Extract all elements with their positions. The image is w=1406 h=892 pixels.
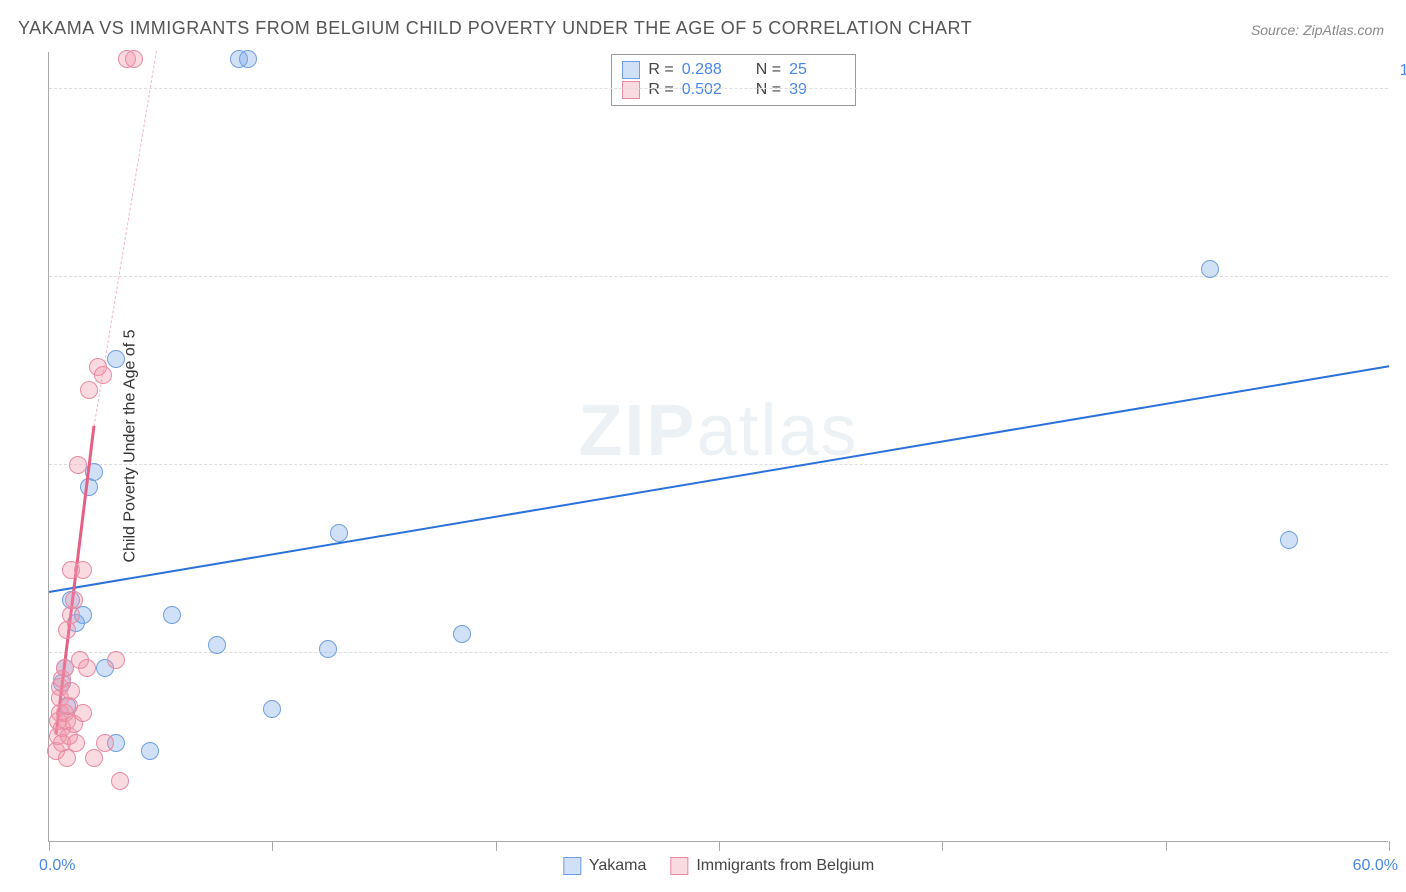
data-point — [239, 50, 257, 68]
data-point — [94, 366, 112, 384]
trend-line — [49, 365, 1389, 593]
x-axis-min-label: 0.0% — [39, 857, 75, 875]
source-attribution: Source: ZipAtlas.com — [1251, 22, 1384, 38]
gridline — [49, 88, 1388, 89]
x-tick — [719, 841, 720, 851]
legend-row: R = 0.502 N = 39 — [622, 81, 845, 99]
data-point — [62, 682, 80, 700]
legend-swatch — [622, 61, 640, 79]
source-prefix: Source: — [1251, 22, 1303, 38]
data-point — [125, 50, 143, 68]
x-tick — [942, 841, 943, 851]
source-name: ZipAtlas.com — [1303, 22, 1384, 38]
data-point — [1201, 260, 1219, 278]
y-tick-label: 100.0% — [1400, 62, 1406, 80]
series-name: Immigrants from Belgium — [696, 857, 874, 875]
n-value: 39 — [789, 81, 845, 99]
x-tick — [49, 841, 50, 851]
gridline — [49, 276, 1388, 277]
data-point — [74, 561, 92, 579]
gridline — [49, 464, 1388, 465]
data-point — [319, 640, 337, 658]
data-point — [111, 772, 129, 790]
data-point — [107, 651, 125, 669]
plot-area: ZIPatlas R =0.288N =25R =0.502N =39 Yaka… — [48, 52, 1388, 842]
gridline — [49, 652, 1388, 653]
data-point — [65, 591, 83, 609]
legend-swatch — [622, 81, 640, 99]
data-point — [67, 734, 85, 752]
n-label: N = — [756, 81, 781, 99]
data-point — [69, 456, 87, 474]
legend-swatch — [670, 857, 688, 875]
legend-item: Immigrants from Belgium — [670, 857, 874, 875]
data-point — [163, 606, 181, 624]
data-point — [74, 704, 92, 722]
legend-swatch — [563, 857, 581, 875]
r-label: R = — [648, 81, 673, 99]
x-tick — [1389, 841, 1390, 851]
watermark-bold: ZIP — [578, 391, 696, 471]
chart-title: YAKAMA VS IMMIGRANTS FROM BELGIUM CHILD … — [18, 18, 972, 39]
correlation-legend: R = 0.288 N = 25 R = 0.502 N = 39 — [611, 54, 856, 106]
data-point — [263, 700, 281, 718]
legend-row: R = 0.288 N = 25 — [622, 61, 845, 79]
data-point — [330, 524, 348, 542]
r-value: 0.288 — [682, 61, 738, 79]
n-value: 25 — [789, 61, 845, 79]
x-tick — [496, 841, 497, 851]
r-value: 0.502 — [682, 81, 738, 99]
data-point — [107, 350, 125, 368]
data-point — [80, 381, 98, 399]
series-name: Yakama — [589, 857, 647, 875]
x-tick — [1166, 841, 1167, 851]
data-point — [78, 659, 96, 677]
r-label: R = — [648, 61, 673, 79]
data-point — [85, 749, 103, 767]
chart-container: YAKAMA VS IMMIGRANTS FROM BELGIUM CHILD … — [0, 0, 1406, 892]
watermark: ZIPatlas — [578, 390, 858, 472]
x-axis-max-label: 60.0% — [1353, 857, 1398, 875]
data-point — [96, 734, 114, 752]
series-legend: Yakama Immigrants from Belgium — [563, 857, 874, 875]
data-point — [208, 636, 226, 654]
data-point — [1280, 531, 1298, 549]
data-point — [141, 742, 159, 760]
data-point — [453, 625, 471, 643]
n-label: N = — [756, 61, 781, 79]
x-tick — [272, 841, 273, 851]
legend-item: Yakama — [563, 857, 647, 875]
